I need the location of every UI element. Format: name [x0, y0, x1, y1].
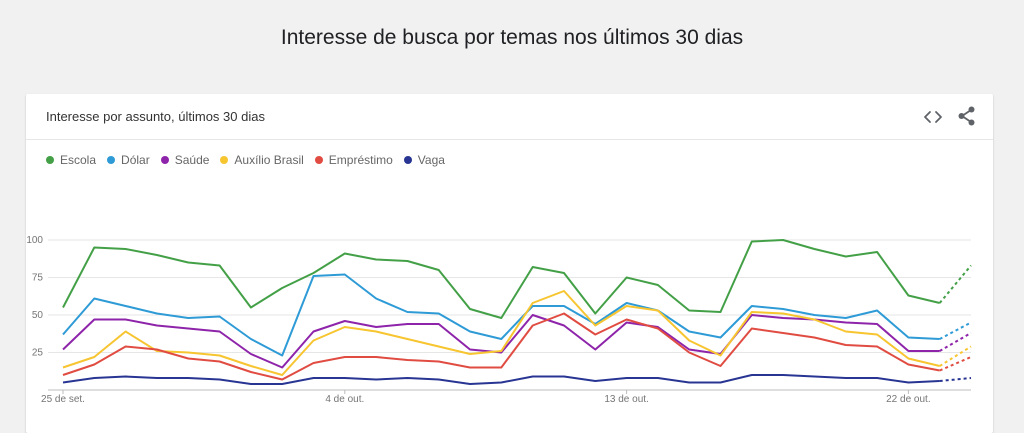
series-line-d-lar: [62, 273, 940, 357]
series-line-sa-de: [62, 314, 940, 369]
legend-dot: [107, 156, 116, 164]
embed-code-icon[interactable]: [922, 106, 944, 128]
legend-label: Vaga: [417, 153, 445, 167]
legend-label: Auxílio Brasil: [234, 153, 304, 167]
grid-layer: [48, 239, 971, 353]
axis-layer: 100 75 50 25 25 de set. 4 de out. 13 de out. 22…: [26, 235, 971, 405]
series-partial-line-vaga: [939, 377, 972, 382]
page-title: Interesse de busca por temas nos últimos…: [280, 26, 744, 49]
legend-dot: [220, 156, 229, 164]
legend-item-empr-stimo[interactable]: Empréstimo: [314, 153, 393, 167]
series-line-vaga: [62, 374, 940, 385]
y-tick-label: 75: [32, 273, 44, 284]
legend-item-escola[interactable]: Escola: [46, 153, 96, 167]
legend-dot: [403, 156, 412, 164]
card-title: Interesse por assunto, últimos 30 dias: [46, 109, 265, 124]
legend-label: Empréstimo: [328, 153, 393, 167]
series-partial-line-empr-stimo: [939, 356, 972, 372]
series-line-escola: [62, 239, 940, 319]
legend-item-vaga[interactable]: Vaga: [403, 153, 445, 167]
series-line-aux-lio-brasil: [62, 290, 940, 376]
x-tick-label: 13 de out.: [604, 394, 648, 405]
series-partial-line-aux-lio-brasil: [939, 345, 972, 367]
legend-dot: [314, 156, 323, 164]
share-icon[interactable]: [956, 105, 978, 127]
y-tick-label: 100: [26, 235, 43, 246]
legend-item-sa-de[interactable]: Saúde: [160, 153, 210, 167]
chart-legend: Escola Dólar Saúde Auxílio Brasil Empréstimo…: [46, 152, 456, 168]
legend-dot: [160, 156, 169, 164]
series-partial-line-sa-de: [939, 332, 972, 352]
x-tick-label: 22 de out.: [886, 394, 930, 405]
legend-label: Escola: [60, 153, 97, 167]
series-partial-line-escola: [938, 264, 972, 304]
x-tick-label: 4 de out.: [325, 394, 364, 405]
legend-label: Saúde: [174, 153, 210, 167]
series-line-empr-stimo: [62, 312, 940, 381]
series-layer: [62, 239, 972, 385]
y-tick-label: 50: [32, 310, 44, 321]
card-header: Interesse por assunto, últimos 30 dias: [26, 94, 993, 140]
chart-card: Interesse por assunto, últimos 30 dias E…: [26, 94, 993, 433]
legend-item-aux-lio-brasil[interactable]: Auxílio Brasil: [220, 153, 304, 167]
legend-dot: [46, 156, 54, 164]
x-tick-label: 25 de set.: [41, 394, 85, 405]
line-chart: 100 75 50 25 25 de set. 4 de out. 13 de out. 22…: [26, 235, 972, 405]
y-tick-label: 25: [32, 348, 44, 359]
legend-item-d-lar[interactable]: Dólar: [107, 153, 150, 167]
legend-label: Dólar: [121, 153, 150, 167]
